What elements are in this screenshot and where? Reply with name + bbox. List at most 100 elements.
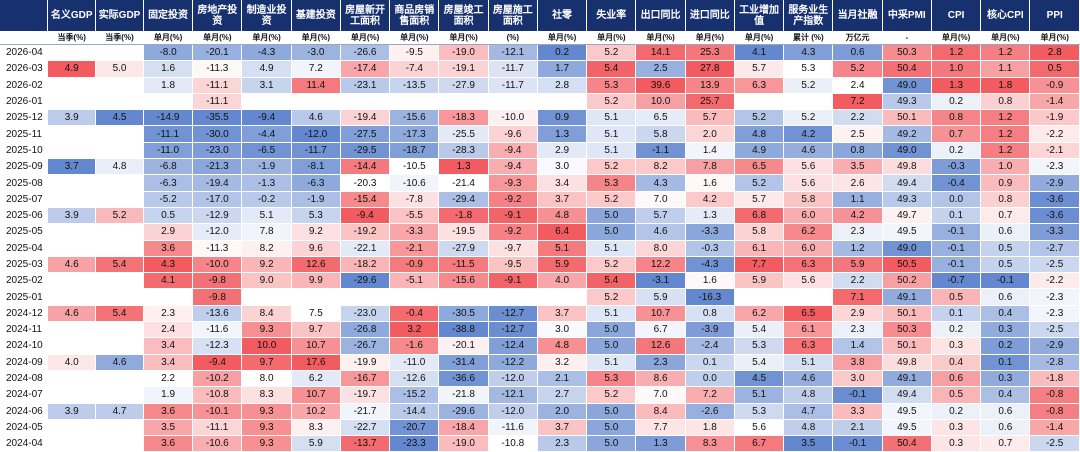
data-cell: 2.0 xyxy=(685,125,735,143)
data-cell: 6.3 xyxy=(783,256,834,274)
row-date: 2025-10 xyxy=(0,142,49,160)
data-cell: -10.0 xyxy=(488,109,538,127)
table-row: 2025-08 -6.3 -19.4 -1.3 -6.3 -20.3 -10.6 -21.4-… xyxy=(0,174,1080,192)
table-row: 2024-08 2.2 -10.2 8.0 6.2 -16.7 -12.6 -36.6 -12.… xyxy=(0,370,1080,388)
data-cell: -10.2 xyxy=(192,370,243,388)
data-cell xyxy=(438,93,489,111)
data-cell: -23.1 xyxy=(340,77,391,94)
column-unit: 单月(%) xyxy=(241,31,292,45)
data-cell: -2.4 xyxy=(685,337,735,355)
data-cell: -0.3 xyxy=(931,158,982,176)
table-body: 2026-04 -8.0 -20.1 -4.3 -3.0 -26.6 -9.5 -19.0 -1… xyxy=(0,44,1080,452)
data-cell: 5.2 xyxy=(586,386,637,404)
data-cell: 9.3 xyxy=(241,435,292,452)
data-cell: 0.2 xyxy=(931,403,982,420)
data-cell xyxy=(47,142,97,160)
data-cell: 12.6 xyxy=(291,256,341,274)
data-cell: -27.5 xyxy=(340,125,391,143)
data-cell: 0.5 xyxy=(980,240,1031,257)
data-cell: 6.0 xyxy=(783,240,834,257)
data-cell: 5.1 xyxy=(586,305,637,323)
data-cell: 5.0 xyxy=(586,223,637,241)
data-cell: 5.3 xyxy=(291,207,341,225)
data-cell: -36.6 xyxy=(438,370,489,388)
data-cell: 9.3 xyxy=(241,321,292,339)
data-cell: -9.5 xyxy=(488,256,538,274)
data-cell: -9.3 xyxy=(488,174,538,192)
data-cell: 5.7 xyxy=(734,191,785,208)
data-cell: 5.0 xyxy=(586,337,637,355)
data-cell: 2.8 xyxy=(1029,44,1080,62)
data-cell: 4.7 xyxy=(95,403,144,420)
data-cell: 3.2 xyxy=(537,354,588,371)
data-cell: 5.1 xyxy=(586,240,637,257)
data-cell: 0.2 xyxy=(931,93,982,111)
data-cell: 4.8 xyxy=(783,419,834,437)
data-cell: 3.9 xyxy=(47,403,97,420)
data-cell: -2.2 xyxy=(1029,272,1080,290)
data-cell: 10.2 xyxy=(291,403,341,420)
data-cell: -26.6 xyxy=(340,44,391,62)
column-unit: 单月(%) xyxy=(685,31,735,45)
data-cell: -3.3 xyxy=(389,223,440,241)
data-cell xyxy=(95,77,144,94)
data-cell: -29.6 xyxy=(340,272,391,290)
data-cell: 0.9 xyxy=(980,174,1031,192)
data-cell: 49.2 xyxy=(882,125,932,143)
data-cell: -3.9 xyxy=(685,321,735,339)
data-cell xyxy=(340,288,391,306)
data-cell: -15.6 xyxy=(438,272,489,290)
data-cell: -12.1 xyxy=(488,44,538,62)
data-cell: -13.6 xyxy=(192,305,243,323)
data-cell xyxy=(95,191,144,208)
row-date: 2026-03 xyxy=(0,60,49,78)
data-cell: 50.1 xyxy=(882,337,932,355)
data-cell xyxy=(438,288,489,306)
data-cell: 49.5 xyxy=(882,403,932,420)
data-cell: 25.7 xyxy=(685,93,735,111)
column-header: CPI xyxy=(931,0,982,31)
data-cell: -5.5 xyxy=(389,207,440,225)
data-cell: 5.4 xyxy=(734,321,785,339)
unit-row: 当季(%) 当季(%) 单月(%) 单月(%) 单月(%) 单月(%) 单月(%) 单月(%)… xyxy=(0,31,1080,45)
data-cell: 4.3 xyxy=(635,174,686,192)
data-cell: -18.3 xyxy=(438,109,489,127)
data-cell: 0.8 xyxy=(980,191,1031,208)
table-row: 2025-01 -9.8 5.2 5.9 -16.3 7.1 49.1 0.5 0.6 -2.3 xyxy=(0,288,1080,306)
data-cell: 5.3 xyxy=(734,403,785,420)
data-cell: 4.1 xyxy=(143,272,194,290)
data-cell: 3.5 xyxy=(832,158,883,176)
data-cell: 1.0 xyxy=(980,158,1031,176)
data-cell: 49.7 xyxy=(882,207,932,225)
data-cell: 5.7 xyxy=(635,207,686,225)
data-cell: 27.8 xyxy=(685,60,735,78)
data-cell xyxy=(95,240,144,257)
data-cell: 10.7 xyxy=(635,305,686,323)
data-cell: 1.1 xyxy=(832,191,883,208)
data-cell: 2.3 xyxy=(635,354,686,371)
data-cell: 50.1 xyxy=(882,109,932,127)
data-cell xyxy=(95,223,144,241)
column-header: 当月社融 xyxy=(832,0,883,31)
data-cell: 5.4 xyxy=(95,305,144,323)
data-cell: -13.7 xyxy=(340,435,391,452)
data-cell: 2.1 xyxy=(537,370,588,388)
data-cell: 4.8 xyxy=(95,158,144,176)
data-cell: 3.6 xyxy=(143,240,194,257)
data-cell: -21.7 xyxy=(340,403,391,420)
column-unit: 单月(%) xyxy=(192,31,242,45)
column-header: 社零 xyxy=(537,0,588,31)
data-cell: 5.1 xyxy=(586,142,637,160)
data-cell: -1.9 xyxy=(241,158,292,176)
data-cell: -7.4 xyxy=(389,60,440,78)
data-cell: 0.4 xyxy=(931,354,982,371)
data-cell: 5.2 xyxy=(734,174,785,192)
column-unit: 当季(%) xyxy=(47,31,96,45)
data-cell: -9.7 xyxy=(488,240,538,257)
data-cell: 3.7 xyxy=(537,305,588,323)
data-cell xyxy=(95,337,144,355)
data-cell: 6.2 xyxy=(291,370,341,388)
data-cell: 1.2 xyxy=(832,240,883,257)
column-header: 基建投资 xyxy=(291,0,341,31)
data-cell: 5.0 xyxy=(586,419,637,437)
